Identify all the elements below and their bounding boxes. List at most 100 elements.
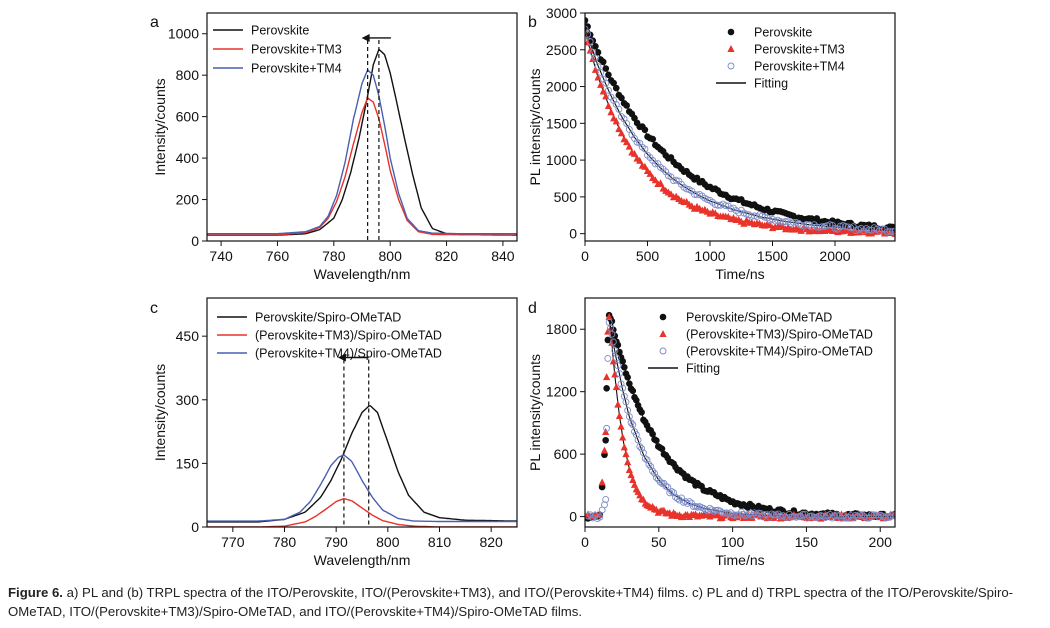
data-point: [630, 149, 639, 157]
data-point: [816, 223, 823, 231]
series-line: [207, 48, 517, 236]
y-tick-label: 1200: [546, 384, 577, 400]
data-point: [799, 510, 807, 518]
data-point: [601, 501, 608, 509]
y-tick-label: 450: [176, 328, 200, 344]
x-tick-label: 760: [266, 248, 290, 264]
data-point: [797, 221, 805, 229]
plot-area: [207, 359, 517, 527]
data-point: [722, 202, 730, 210]
y-tick-label: 0: [191, 233, 199, 249]
data-point: [615, 125, 623, 133]
series-line: [207, 454, 517, 523]
data-point: [585, 31, 592, 38]
data-point: [891, 512, 895, 520]
data-point: [797, 512, 805, 520]
y-tick-label: 200: [176, 192, 200, 208]
data-point: [585, 25, 589, 33]
y-tick-label: 1800: [546, 321, 577, 337]
legend-label: Fitting: [686, 362, 720, 376]
legend-label: (Perovskite+TM3)/Spiro-OMeTAD: [255, 329, 442, 343]
data-point: [643, 456, 651, 464]
series-line: [207, 68, 517, 235]
x-tick-label: 50: [651, 534, 667, 550]
legend-marker: [727, 28, 735, 36]
data-point: [634, 436, 642, 444]
data-point: [674, 495, 681, 502]
data-point: [599, 87, 607, 95]
x-tick-label: 840: [491, 248, 515, 264]
data-point: [770, 511, 778, 519]
data-point: [651, 469, 658, 477]
data-point: [746, 510, 754, 518]
legend-marker: [659, 330, 667, 337]
data-point: [625, 413, 633, 421]
plot-frame: [584, 297, 896, 528]
data-point: [629, 421, 637, 429]
data-point: [586, 46, 594, 54]
data-point: [828, 514, 836, 522]
data-point: [622, 450, 630, 458]
data-point: [592, 43, 599, 50]
data-point: [641, 162, 649, 170]
data-point: [658, 445, 666, 453]
data-point: [617, 380, 625, 388]
series-line: [207, 96, 517, 236]
y-axis-label: PL intensity/counts: [527, 354, 543, 471]
data-point: [614, 362, 622, 370]
legend-label: Perovskite/Spiro-OMeTAD: [255, 311, 401, 325]
data-point: [737, 508, 745, 516]
plot-frame: [206, 297, 518, 528]
legend-label: (Perovskite+TM4)/Spiro-OMeTAD: [255, 347, 442, 361]
y-tick-label: 2500: [546, 42, 577, 58]
data-point: [636, 156, 644, 164]
data-point: [678, 494, 685, 502]
data-point: [591, 65, 600, 73]
x-tick-label: 200: [869, 534, 893, 550]
data-point: [621, 363, 628, 371]
data-point: [598, 483, 606, 491]
y-tick-label: 0: [569, 226, 577, 242]
data-point: [612, 354, 620, 362]
data-point: [886, 227, 894, 235]
caption-label: Figure 6.: [8, 585, 63, 600]
data-point: [649, 467, 657, 475]
legend-marker: [727, 45, 735, 52]
data-point: [711, 201, 719, 208]
plot-area: [207, 39, 517, 241]
data-point: [847, 512, 855, 520]
data-point: [774, 510, 782, 518]
data-point: [598, 478, 606, 486]
data-point: [641, 455, 649, 463]
data-point: [651, 176, 659, 184]
data-point: [599, 58, 607, 66]
x-tick-label: 0: [581, 248, 589, 264]
data-point: [629, 387, 637, 395]
data-point: [748, 212, 756, 220]
panel-letter: a: [150, 14, 159, 31]
y-tick-label: 1000: [168, 26, 199, 42]
x-tick-label: 150: [795, 534, 819, 550]
data-point: [868, 511, 875, 519]
x-tick-label: 740: [209, 248, 233, 264]
y-tick-label: 300: [176, 392, 200, 408]
x-axis-label: Time/ns: [715, 552, 764, 568]
data-point: [632, 396, 640, 404]
data-point: [617, 129, 626, 137]
data-point: [789, 218, 797, 226]
data-point: [605, 71, 612, 79]
x-tick-label: 1500: [757, 248, 788, 264]
x-tick-label: 820: [479, 534, 503, 550]
data-point: [603, 385, 610, 392]
series-line: [207, 497, 517, 527]
data-point: [752, 511, 760, 519]
x-tick-label: 790: [324, 534, 348, 550]
panel-b: b 0 500 1000 1500 2000 0 500 1000 1500 2000 2500 300…: [527, 5, 896, 282]
x-tick-label: 810: [428, 534, 452, 550]
y-tick-label: 2000: [546, 79, 577, 95]
data-point: [647, 463, 655, 471]
data-point: [609, 357, 617, 365]
y-tick-label: 600: [176, 109, 200, 125]
legend-label: Perovskite+TM3: [754, 43, 845, 57]
data-point: [641, 126, 649, 134]
